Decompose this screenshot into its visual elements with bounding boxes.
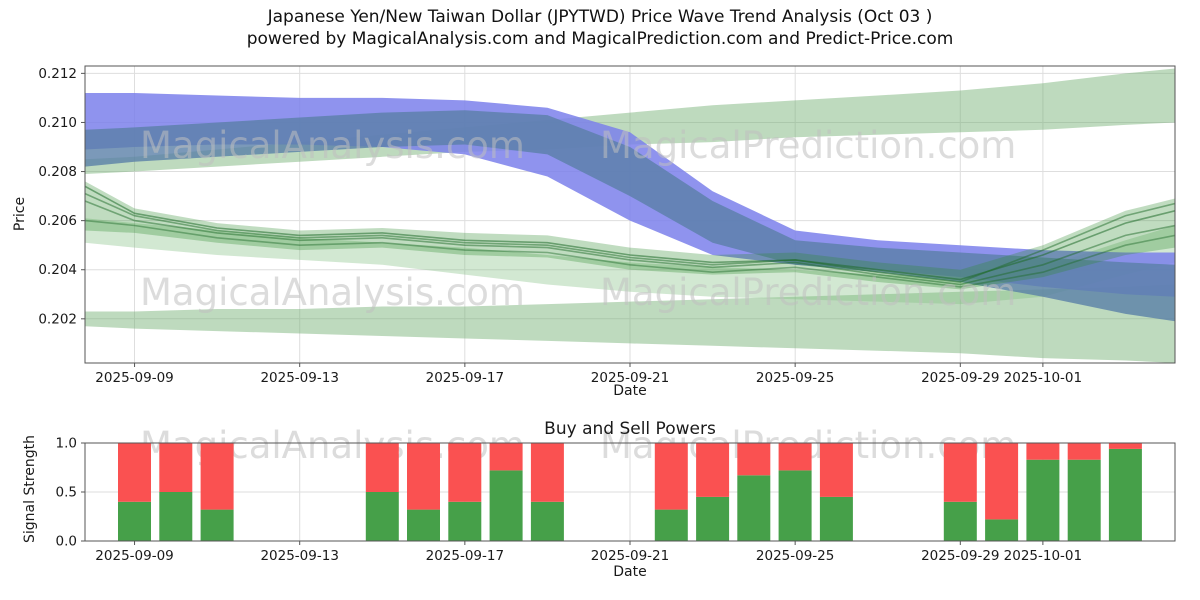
price-y-tick-label: 0.202 bbox=[38, 311, 77, 327]
sell-power-bar bbox=[200, 443, 234, 510]
price-y-tick-label: 0.208 bbox=[38, 164, 77, 180]
buy-power-bar bbox=[118, 501, 151, 541]
watermark-prediction: MagicalPrediction.com bbox=[600, 124, 1016, 167]
signal-x-tick-label: 2025-09-21 bbox=[591, 548, 669, 564]
price-x-tick-label: 2025-10-01 bbox=[1004, 370, 1082, 386]
buy-power-bar bbox=[1067, 459, 1101, 541]
trend-line-1 bbox=[85, 185, 1175, 281]
chart-title-line2: powered by MagicalAnalysis.com and Magic… bbox=[246, 29, 954, 49]
mid-green-channel-band bbox=[85, 218, 1175, 305]
price-chart-svg: MagicalAnalysis.com MagicalPrediction.com… bbox=[38, 65, 1176, 386]
buy-power-bar bbox=[654, 509, 688, 541]
price-ylabel: Price bbox=[12, 196, 28, 232]
trend-line-4 bbox=[85, 192, 1175, 283]
signal-x-tick-label: 2025-09-09 bbox=[95, 548, 173, 564]
price-x-tick-label: 2025-09-13 bbox=[260, 370, 338, 386]
watermark-analysis: MagicalAnalysis.com bbox=[140, 271, 525, 314]
buy-power-bar bbox=[737, 475, 771, 541]
sell-power-bar bbox=[1108, 443, 1142, 449]
buy-power-bar bbox=[1026, 459, 1060, 541]
buy-power-bar bbox=[200, 509, 234, 541]
sell-power-bar bbox=[985, 443, 1019, 520]
buy-power-bar bbox=[159, 492, 193, 541]
signal-x-tick-label: 2025-09-17 bbox=[426, 548, 504, 564]
signal-y-tick-label: 0.0 bbox=[56, 534, 77, 550]
trend-line-3 bbox=[85, 219, 1175, 288]
steelblue-wave-band bbox=[85, 110, 1175, 322]
sell-power-bar bbox=[159, 443, 193, 492]
price-x-tick-label: 2025-09-09 bbox=[95, 370, 173, 386]
price-y-tick-label: 0.210 bbox=[38, 115, 77, 131]
price-x-tick-label: 2025-09-29 bbox=[921, 370, 999, 386]
buy-power-bar bbox=[407, 509, 440, 541]
price-x-tick-label: 2025-09-21 bbox=[591, 370, 669, 386]
sell-power-bar bbox=[737, 443, 771, 476]
price-xlabel: Date bbox=[613, 383, 647, 399]
buy-power-bar bbox=[530, 501, 564, 541]
buy-power-bar bbox=[778, 470, 812, 541]
sell-power-bar bbox=[365, 443, 399, 492]
price-x-tick-label: 2025-09-25 bbox=[756, 370, 834, 386]
sell-power-bar bbox=[778, 443, 812, 471]
buy-power-bar bbox=[1108, 448, 1142, 541]
signal-x-tick-label: 2025-10-01 bbox=[1004, 548, 1082, 564]
signal-x-tick-label: 2025-09-13 bbox=[260, 548, 338, 564]
signal-x-tick-label: 2025-09-25 bbox=[756, 548, 834, 564]
signal-y-tick-label: 1.0 bbox=[56, 436, 77, 452]
buy-power-bar bbox=[985, 519, 1019, 541]
price-y-tick-label: 0.206 bbox=[38, 213, 77, 229]
price-grid bbox=[85, 66, 1175, 363]
sell-power-bar bbox=[489, 443, 523, 471]
trend-line-2 bbox=[85, 200, 1175, 286]
signal-x-tick-label: 2025-09-29 bbox=[921, 548, 999, 564]
signal-y-tick-label: 0.5 bbox=[56, 485, 77, 501]
sell-power-bar bbox=[1026, 443, 1060, 460]
price-y-tick-label: 0.204 bbox=[38, 262, 77, 278]
sell-power-bar bbox=[943, 443, 977, 502]
sell-power-bar bbox=[448, 443, 482, 502]
lower-green-forecast-band bbox=[85, 284, 1175, 363]
price-plot-area bbox=[85, 68, 1175, 363]
chart-title-line1: Japanese Yen/New Taiwan Dollar (JPYTWD) … bbox=[267, 7, 933, 27]
watermark-prediction: MagicalPrediction.com bbox=[600, 271, 1016, 314]
price-y-tick-label: 0.212 bbox=[38, 66, 77, 82]
sell-power-bar bbox=[118, 443, 151, 502]
sell-power-bar bbox=[1067, 443, 1101, 460]
buy-power-bar bbox=[696, 496, 730, 541]
sell-power-bar bbox=[696, 443, 730, 497]
watermark-analysis: MagicalAnalysis.com bbox=[140, 124, 525, 167]
signal-ylabel: Signal Strength bbox=[22, 434, 38, 544]
price-x-tick-label: 2025-09-17 bbox=[426, 370, 504, 386]
signal-xlabel: Date bbox=[613, 564, 647, 580]
sell-power-bar bbox=[819, 443, 853, 497]
buy-power-bar bbox=[365, 492, 399, 541]
chart-main-title: Japanese Yen/New Taiwan Dollar (JPYTWD) … bbox=[0, 6, 1200, 50]
buy-power-bar bbox=[819, 496, 853, 541]
buy-power-bar bbox=[448, 501, 482, 541]
buy-power-bar bbox=[943, 501, 977, 541]
buy-power-bar bbox=[489, 470, 523, 541]
sell-power-bar bbox=[530, 443, 564, 502]
sell-power-bar bbox=[654, 443, 688, 510]
signal-chart-title: Buy and Sell Powers bbox=[544, 419, 716, 439]
sell-power-bar bbox=[407, 443, 440, 510]
signal-chart-svg: MagicalAnalysis.comMagicalPrediction.com… bbox=[56, 424, 1176, 564]
